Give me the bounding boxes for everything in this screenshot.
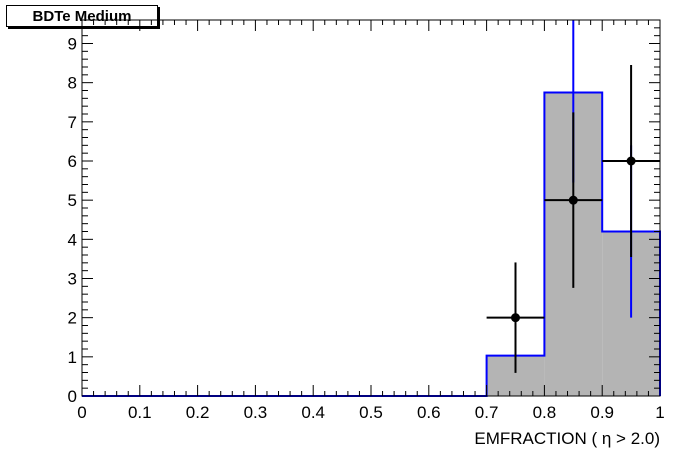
y-tick-label: 7 xyxy=(68,113,77,132)
axes: 0 0.1 0.2 0.3 0.4 0.5 0.6 0.7 0.8 0.9 1 0 1 2 3 4 5 6 7 8 9 xyxy=(68,19,665,422)
y-tick-label: 5 xyxy=(68,191,77,210)
x-tick-label: 0.5 xyxy=(359,403,383,422)
data-points-layer xyxy=(486,65,660,373)
y-tick-label: 1 xyxy=(68,348,77,367)
histogram-layer xyxy=(82,20,661,397)
y-tick-label: 4 xyxy=(68,230,77,249)
x-tick-label: 0.2 xyxy=(186,403,210,422)
x-tick-label: 1 xyxy=(655,403,664,422)
y-tick-label: 8 xyxy=(68,74,77,93)
y-tick-label: 0 xyxy=(68,387,77,406)
y-tick-label: 9 xyxy=(68,35,77,54)
x-tick-label: 0.8 xyxy=(533,403,557,422)
data-point xyxy=(511,313,520,323)
x-tick-label: 0.1 xyxy=(128,403,152,422)
y-tick-label: 2 xyxy=(68,309,77,328)
x-tick-label: 0.3 xyxy=(244,403,268,422)
data-point xyxy=(568,195,578,205)
x-tick-label: 0.7 xyxy=(475,403,499,422)
y-tick-label: 3 xyxy=(68,270,77,289)
x-tick-label: 0 xyxy=(77,403,86,422)
x-tick-label: 0.6 xyxy=(417,403,441,422)
y-tick-label: 6 xyxy=(68,152,77,171)
data-point xyxy=(626,156,636,166)
x-tick-label: 0.4 xyxy=(301,403,325,422)
x-axis-label: EMFRACTION ( η > 2.0) xyxy=(474,429,660,448)
x-tick-label: 0.9 xyxy=(590,403,614,422)
histogram-outline xyxy=(82,91,661,397)
